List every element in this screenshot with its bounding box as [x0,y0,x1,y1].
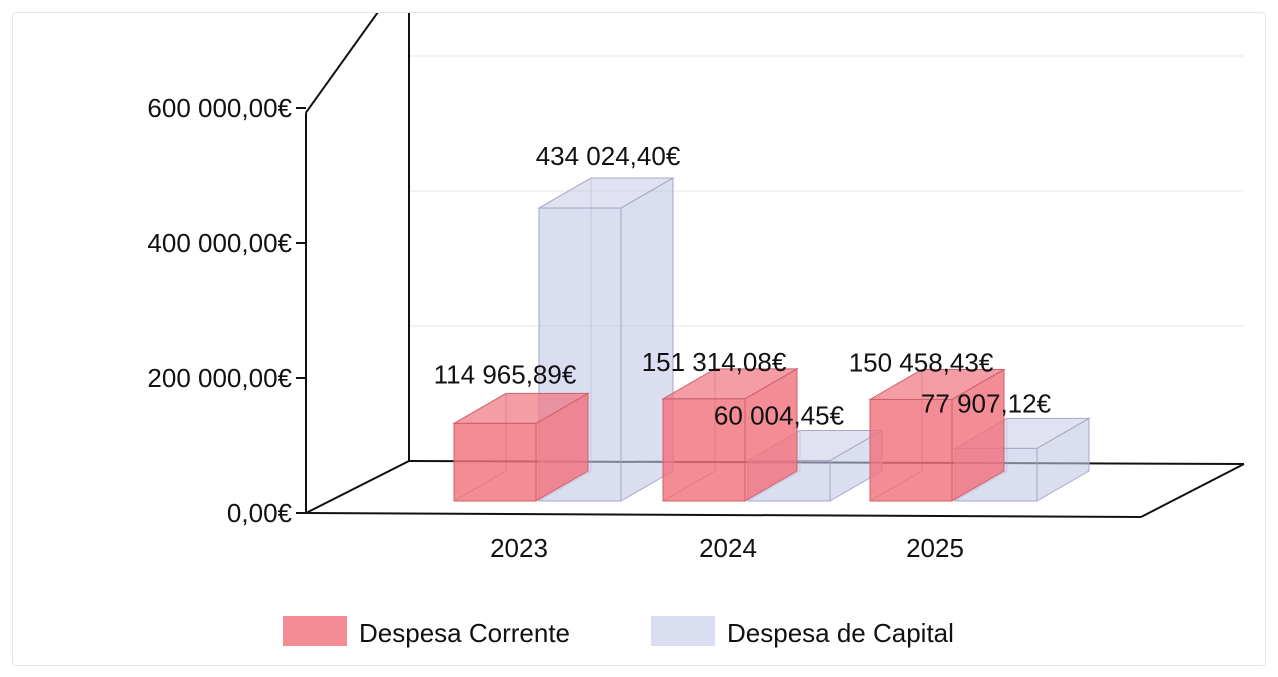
x-tick-label: 2023 [490,533,548,563]
x-tick-label: 2024 [699,533,757,563]
legend-swatch [651,616,715,646]
data-label: 434 024,40€ [536,141,681,171]
data-label: 77 907,12€ [921,388,1052,418]
bar-despesa-corrente [868,368,1006,502]
floor-right-edge [1140,463,1245,518]
legend-swatch [283,616,347,646]
floor-left-edge [305,460,410,514]
chart-bars [452,177,1091,502]
bar-inner-edge [747,470,801,502]
data-label: 60 004,45€ [714,400,845,430]
data-label: 151 314,08€ [642,347,787,377]
legend-label: Despesa de Capital [727,618,954,648]
bar-inner-edge [869,470,923,502]
chart-labels: 114 965,89€ 151 314,08€ 150 458,43€ 434 024… [434,141,1052,563]
bar-front [662,398,746,502]
y-tick-label: 0,00€ [227,498,293,528]
y-tick-label: 600 000,00€ [147,93,292,123]
bar-inner-edge [662,470,716,502]
legend-label: Despesa Corrente [359,618,570,648]
bar-front [453,422,537,502]
y-tick-label: 400 000,00€ [147,228,292,258]
bar-front [869,398,953,502]
data-label: 150 458,43€ [849,347,994,377]
bar-inner-edge [453,470,507,502]
data-label: 114 965,89€ [434,359,577,389]
bar-despesa-corrente [452,392,590,502]
bar-inner-edge [538,470,592,502]
x-axis-line [305,512,1142,518]
y-tick-label: 200 000,00€ [147,363,292,393]
bar-inner-edge [954,470,1008,502]
chart-frame: 0,00€ 200 000,00€ 400 000,00€ 600 000,00€ 1… [12,0,1266,666]
y-axis-depth-line [305,0,388,114]
chart-legend: Despesa Corrente Despesa de Capital [283,616,954,648]
chart-grid [409,55,1244,327]
chart: 0,00€ 200 000,00€ 400 000,00€ 600 000,00€ 1… [147,0,1245,648]
x-tick-label: 2025 [906,533,964,563]
bar-despesa-corrente [661,367,799,502]
